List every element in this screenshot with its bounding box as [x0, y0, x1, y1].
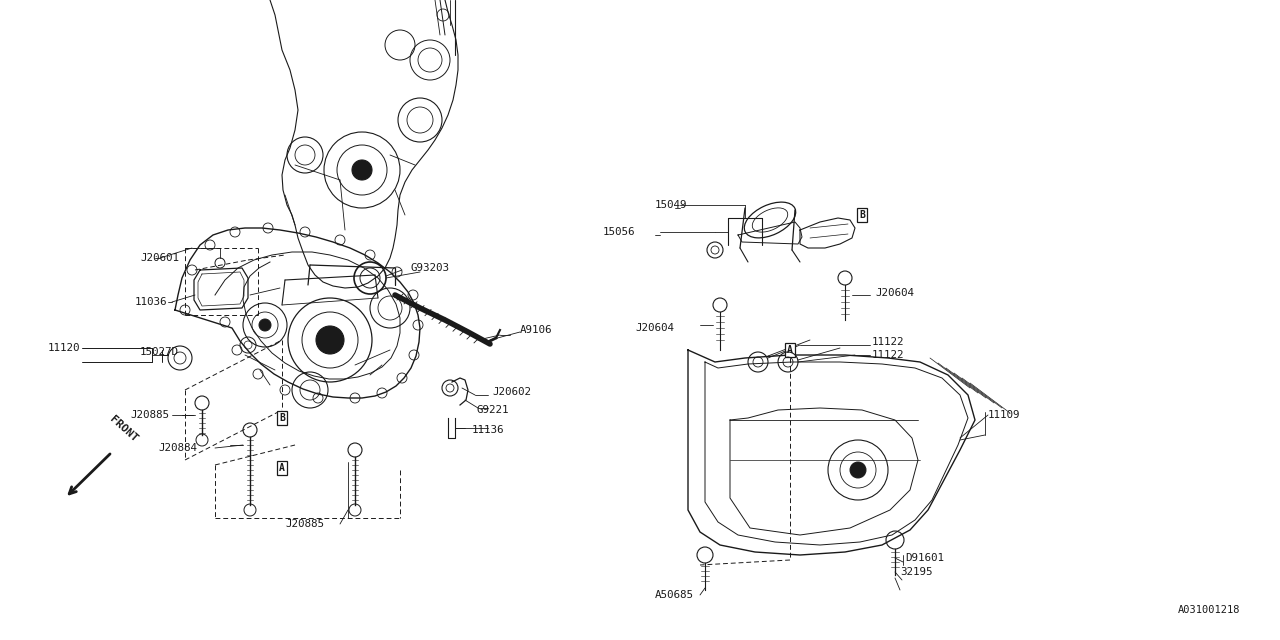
Text: B: B	[279, 413, 285, 423]
Circle shape	[259, 319, 271, 331]
Text: 11109: 11109	[988, 410, 1020, 420]
Text: 15056: 15056	[603, 227, 635, 237]
Text: D91601: D91601	[905, 553, 945, 563]
Text: 32195: 32195	[900, 567, 933, 577]
Text: 15049: 15049	[655, 200, 687, 210]
Text: J20604: J20604	[876, 288, 914, 298]
Text: J20601: J20601	[140, 253, 179, 263]
Circle shape	[850, 462, 867, 478]
Text: FRONT: FRONT	[108, 414, 140, 444]
Text: J20885: J20885	[285, 519, 325, 529]
Text: 11136: 11136	[472, 425, 504, 435]
Text: A50685: A50685	[655, 590, 694, 600]
Text: J20602: J20602	[492, 387, 531, 397]
Text: J20885: J20885	[131, 410, 169, 420]
Text: J20884: J20884	[157, 443, 197, 453]
Text: 11122: 11122	[872, 350, 905, 360]
Text: 11036: 11036	[134, 297, 168, 307]
Text: 15027D: 15027D	[140, 347, 179, 357]
Text: 11122: 11122	[872, 337, 905, 347]
Text: 11120: 11120	[49, 343, 81, 353]
Text: J20604: J20604	[635, 323, 675, 333]
Circle shape	[352, 160, 372, 180]
Circle shape	[316, 326, 344, 354]
Text: B: B	[859, 210, 865, 220]
Text: G93203: G93203	[410, 263, 449, 273]
Text: A: A	[787, 345, 792, 355]
Text: A: A	[279, 463, 285, 473]
Text: A031001218: A031001218	[1178, 605, 1240, 615]
Text: G9221: G9221	[476, 405, 508, 415]
Text: A9106: A9106	[520, 325, 553, 335]
